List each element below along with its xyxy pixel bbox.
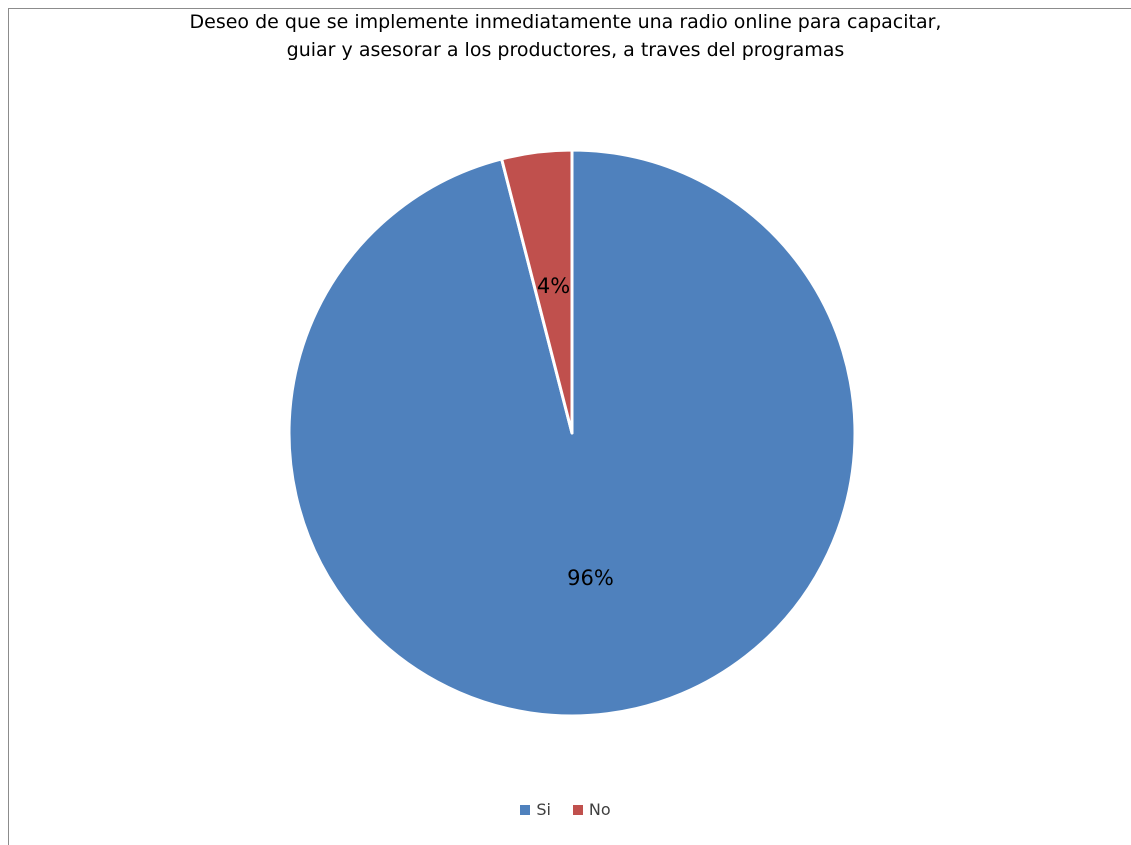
pie-slices xyxy=(287,148,857,718)
chart-legend: Si No xyxy=(0,800,1131,819)
legend-swatch-no xyxy=(572,804,583,815)
legend-label-no: No xyxy=(588,800,611,819)
legend-swatch-si xyxy=(520,804,531,815)
pie-labels: 96% 4% xyxy=(537,274,614,590)
chart-title-line-2: guiar y asesorar a los productores, a tr… xyxy=(286,39,845,61)
pie-label-no: 4% xyxy=(537,274,570,298)
chart-title-line-1: Deseo de que se implemente inmediatament… xyxy=(189,11,942,33)
legend-label-si: Si xyxy=(536,800,551,819)
chart-title: Deseo de que se implemente inmediatament… xyxy=(0,8,1131,64)
legend-item-si: Si xyxy=(520,800,551,819)
legend-item-no: No xyxy=(572,800,611,819)
pie-label-si: 96% xyxy=(567,566,614,590)
pie-slice-no xyxy=(500,148,574,435)
